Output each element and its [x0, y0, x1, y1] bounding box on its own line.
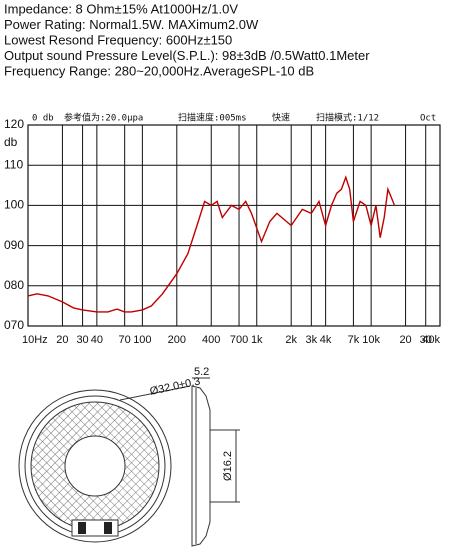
- x-tick-label: 400: [202, 334, 220, 346]
- x-tick-label: 40: [91, 334, 103, 346]
- terminal-pin: [104, 522, 112, 534]
- dim-label: Ø32.0±0.3: [149, 375, 202, 397]
- y-tick-label: 100: [4, 198, 24, 212]
- annotation: 参考值为:20.0μpa: [64, 112, 143, 124]
- x-tick-label: 200: [168, 334, 186, 346]
- x-tick-label: 30: [76, 334, 88, 346]
- x-tick-label: 70: [119, 334, 131, 346]
- x-tick-label: 100: [133, 334, 151, 346]
- side-view: [191, 385, 211, 547]
- spec-line: Frequency Range: 280~20,000Hz.AverageSPL…: [4, 63, 314, 78]
- annotation: 0 db: [32, 114, 54, 124]
- center: [64, 435, 126, 497]
- x-tick-label: 7k: [348, 334, 360, 346]
- dim-line: [119, 385, 191, 401]
- y-tick-label: 080: [4, 278, 24, 292]
- spec-line: Power Rating: Normal1.5W. MAXimum2.0W: [4, 17, 259, 32]
- x-tick-label: 1k: [251, 334, 263, 346]
- x-tick-label: 40k: [422, 334, 440, 346]
- x-tick-label: 30: [420, 334, 432, 346]
- plot-frame: [27, 124, 441, 327]
- speaker-drawing: [18, 377, 240, 547]
- x-tick-label: 20: [399, 334, 411, 346]
- y-tick-label: 070: [4, 318, 24, 332]
- x-tick-label: 2k: [285, 334, 297, 346]
- dim-label: 5.2: [194, 366, 209, 378]
- dim-label: Ø16.2: [222, 451, 234, 481]
- spec-line: Lowest Resond Frequency: 600Hz±150: [4, 32, 232, 47]
- y-tick-label: 090: [4, 238, 24, 252]
- x-tick-label: 10Hz: [22, 334, 48, 346]
- spec-line: Impedance: 8 Ohm±15% At1000Hz/1.0V: [4, 1, 238, 16]
- y-tick-label: 120: [4, 117, 24, 131]
- terminal-pin: [78, 522, 86, 534]
- annotation: 快速: [272, 112, 290, 124]
- y-axis-label: db: [4, 135, 18, 149]
- x-tick-label: 10k: [362, 334, 380, 346]
- annotation: Oct: [420, 114, 436, 124]
- response-curve: [27, 175, 396, 313]
- x-tick-label: 20: [56, 334, 68, 346]
- annotation: 扫描速度:005ms: [178, 112, 247, 124]
- x-tick-label: 4k: [320, 334, 332, 346]
- x-tick-label: 700: [230, 334, 248, 346]
- x-tick-label: 3k: [306, 334, 318, 346]
- spec-line: Output sound Pressure Level(S.P.L.): 98±…: [4, 48, 370, 63]
- y-tick-label: 110: [4, 157, 23, 171]
- annotation: 扫描模式:1/12: [316, 112, 379, 124]
- outer-rim: [18, 389, 172, 543]
